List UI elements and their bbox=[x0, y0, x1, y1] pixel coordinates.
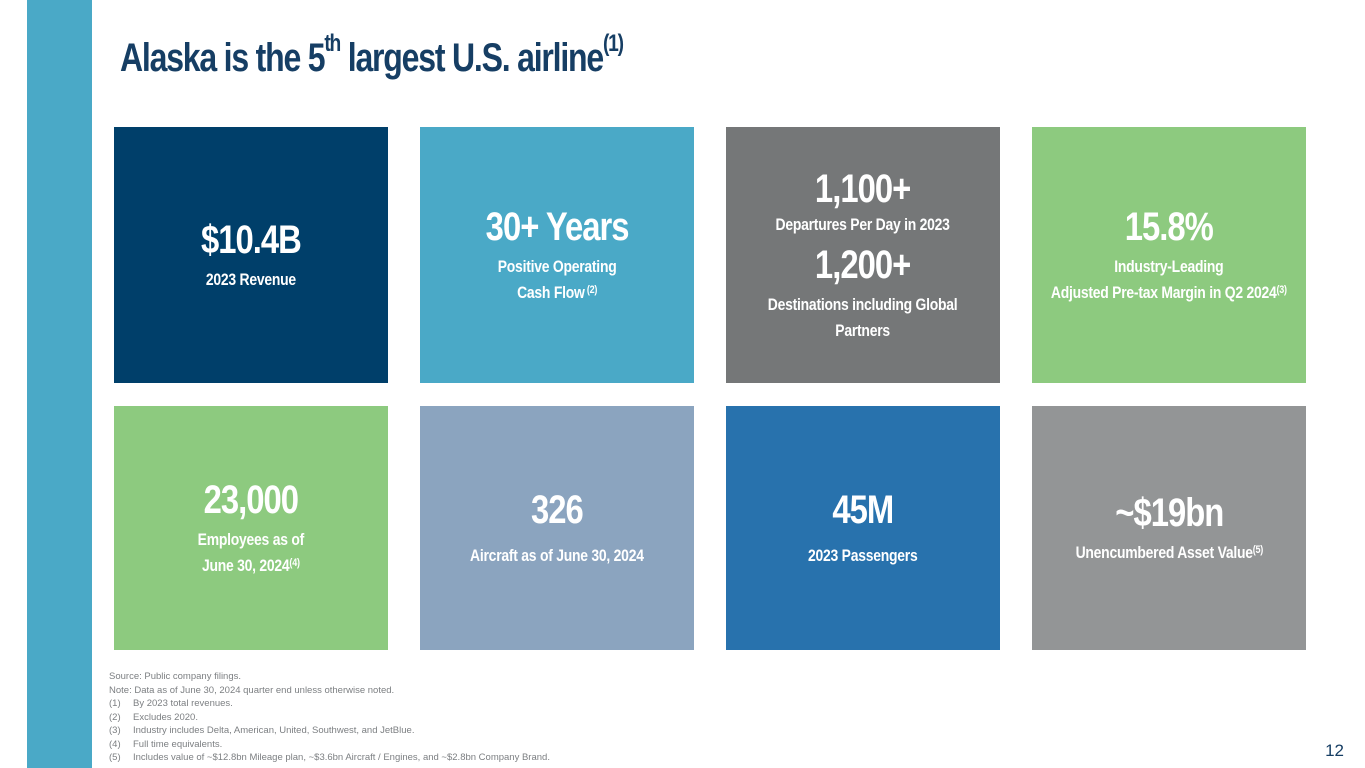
tile-value: ~$19bn bbox=[1114, 491, 1224, 535]
tile-operating-cash-flow: 30+ Years Positive Operating Cash Flow (… bbox=[420, 127, 694, 383]
tile-label-departures: Departures Per Day in 2023 bbox=[775, 215, 951, 234]
footnote-text: Industry includes Delta, American, Unite… bbox=[133, 725, 415, 736]
tile-label-line2: June 30, 2024(4) bbox=[202, 553, 300, 579]
title-footnote-ref: (1) bbox=[602, 30, 624, 57]
footnote-number: (4) bbox=[109, 738, 121, 750]
tile-label-text: Adjusted Pre-tax Margin in Q2 2024 bbox=[1051, 283, 1277, 302]
title-rest: largest U.S. airline bbox=[340, 36, 604, 80]
footnote-ref: (2) bbox=[584, 284, 598, 296]
tile-value-departures: 1,100+ bbox=[815, 167, 911, 211]
footnote-number: (2) bbox=[109, 711, 121, 723]
tile-pretax-margin: 15.8% Industry-Leading Adjusted Pre-tax … bbox=[1032, 127, 1306, 383]
footnote-number: (5) bbox=[109, 752, 121, 763]
tile-label: Unencumbered Asset Value(5) bbox=[1075, 540, 1263, 566]
footnote-item: (3) Industry includes Delta, American, Un… bbox=[109, 724, 550, 738]
tile-passengers: 45M 2023 Passengers bbox=[726, 406, 1000, 650]
tile-asset-value: ~$19bn Unencumbered Asset Value(5) bbox=[1032, 406, 1306, 650]
tile-value: 15.8% bbox=[1124, 205, 1214, 249]
footnote-item: (4) Full time equivalents. bbox=[109, 738, 550, 752]
footnote-item: (5) Includes value of ~$12.8bn Mileage pl… bbox=[109, 751, 550, 765]
footnotes: Source: Public company filings. Note: Da… bbox=[109, 670, 550, 765]
title-ordinal: th bbox=[324, 30, 341, 57]
tile-value-destinations: 1,200+ bbox=[815, 243, 911, 287]
accent-side-bar bbox=[27, 0, 92, 768]
tile-value: 326 bbox=[531, 488, 584, 532]
tile-label-line2: Adjusted Pre-tax Margin in Q2 2024(3) bbox=[1051, 280, 1287, 306]
footnote-item: (1) By 2023 total revenues. bbox=[109, 697, 550, 711]
tile-label-line1: Employees as of bbox=[197, 530, 305, 549]
tile-employees: 23,000 Employees as of June 30, 2024(4) bbox=[114, 406, 388, 650]
tile-departures-destinations: 1,100+ Departures Per Day in 2023 1,200+… bbox=[726, 127, 1000, 383]
footnote-text: Includes value of ~$12.8bn Mileage plan,… bbox=[133, 752, 550, 763]
tile-label-line1: Positive Operating bbox=[497, 257, 617, 276]
source-note: Source: Public company filings. bbox=[109, 671, 242, 682]
tile-label-destinations-line1: Destinations including Global bbox=[768, 295, 958, 314]
tile-label: Aircraft as of June 30, 2024 bbox=[470, 546, 644, 565]
page-number: 12 bbox=[1325, 741, 1344, 760]
tile-value: 23,000 bbox=[203, 478, 299, 522]
tile-value: 30+ Years bbox=[485, 205, 630, 249]
tile-aircraft: 326 Aircraft as of June 30, 2024 bbox=[420, 406, 694, 650]
tile-label-line1: Industry-Leading bbox=[1114, 257, 1224, 276]
tile-label-destinations-line2: Partners bbox=[835, 321, 891, 340]
tile-label-text: June 30, 2024 bbox=[202, 556, 290, 575]
tile-value: 45M bbox=[832, 488, 895, 532]
slide-title: Alaska is the 5th largest U.S. airline(1… bbox=[120, 32, 624, 81]
footnote-ref: (4) bbox=[289, 557, 301, 569]
footnote-item: (2) Excludes 2020. bbox=[109, 711, 550, 725]
footnote-number: (1) bbox=[109, 698, 121, 709]
title-main: Alaska is the 5 bbox=[120, 36, 326, 80]
footnote-number: (3) bbox=[109, 725, 121, 736]
footnote-text: Full time equivalents. bbox=[133, 738, 223, 750]
tile-label: 2023 Revenue bbox=[205, 270, 297, 289]
tile-label-text: Unencumbered Asset Value bbox=[1075, 543, 1253, 562]
footnote-text: By 2023 total revenues. bbox=[133, 698, 233, 709]
footnote-ref: (3) bbox=[1276, 284, 1288, 296]
data-note: Note: Data as of June 30, 2024 quarter e… bbox=[109, 684, 395, 696]
footnote-text: Excludes 2020. bbox=[133, 711, 198, 723]
tile-label: 2023 Passengers bbox=[808, 546, 918, 565]
footnote-ref: (5) bbox=[1252, 544, 1263, 556]
tile-label-line2: Cash Flow (2) bbox=[517, 280, 597, 306]
tile-revenue: $10.4B 2023 Revenue bbox=[114, 127, 388, 383]
tile-label-text: Cash Flow bbox=[516, 283, 585, 302]
tile-value: $10.4B bbox=[201, 218, 302, 262]
